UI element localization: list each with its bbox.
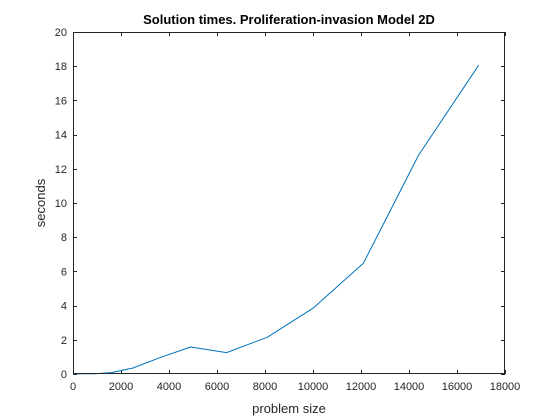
plot-box <box>73 32 505 374</box>
y-tick-label: 20 <box>55 27 67 39</box>
y-tick-label: 0 <box>61 369 67 381</box>
ticks-layer: 0 2000 4000 6000 8000 10000 12000 14000 16000 180… <box>55 27 521 393</box>
x-axis-label: problem size <box>252 401 326 416</box>
y-tick-label: 2 <box>61 335 67 347</box>
y-tick-label: 10 <box>55 198 67 210</box>
plot-area <box>73 32 505 374</box>
x-tick-label: 10000 <box>298 381 329 393</box>
y-axis-label: seconds <box>33 178 48 227</box>
y-tick-label: 4 <box>61 301 67 313</box>
x-tick-label: 6000 <box>205 381 229 393</box>
x-tick-label: 8000 <box>253 381 277 393</box>
x-tick-label: 14000 <box>394 381 425 393</box>
y-tick-label: 16 <box>55 95 67 107</box>
x-tick-label: 2000 <box>109 381 133 393</box>
y-tick-label: 18 <box>55 61 67 73</box>
x-tick-label: 18000 <box>490 381 521 393</box>
x-tick-label: 4000 <box>157 381 181 393</box>
x-tick-label: 12000 <box>346 381 377 393</box>
x-tick-label: 16000 <box>442 381 473 393</box>
y-tick-label: 8 <box>61 232 67 244</box>
y-tick-label: 14 <box>55 130 67 142</box>
y-tick-label: 6 <box>61 266 67 278</box>
x-tick-label: 0 <box>70 381 76 393</box>
y-tick-label: 12 <box>55 164 67 176</box>
chart-title: Solution times. Proliferation-invasion M… <box>143 12 435 27</box>
